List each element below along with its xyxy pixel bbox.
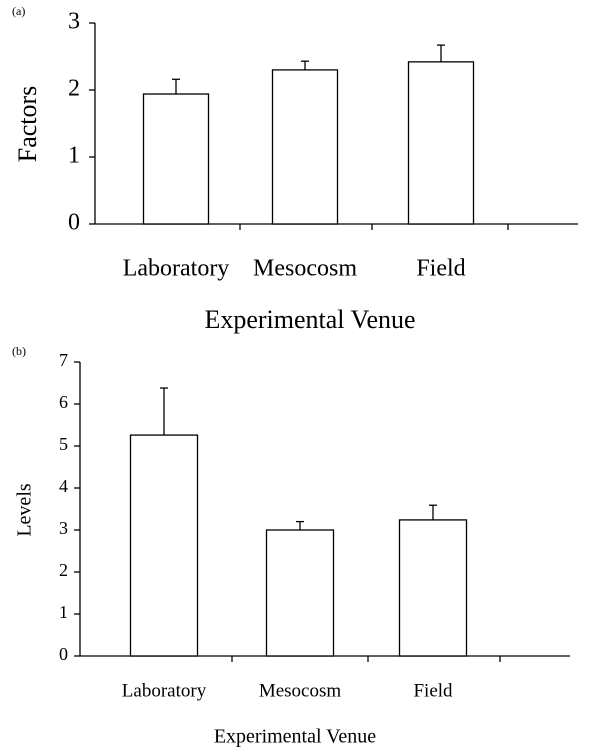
y-tick-label: 1 bbox=[68, 143, 80, 169]
y-tick-label: 7 bbox=[59, 350, 68, 370]
x-tick-label: Field bbox=[416, 256, 465, 282]
panel-label: (b) bbox=[12, 344, 26, 358]
bar bbox=[407, 61, 475, 225]
y-axis-label: Factors bbox=[13, 86, 42, 163]
panel-label: (a) bbox=[12, 4, 25, 18]
y-tick-label: 4 bbox=[59, 476, 68, 496]
x-axis-label: Experimental Venue bbox=[214, 726, 376, 748]
bar bbox=[271, 69, 339, 225]
x-tick-label: Laboratory bbox=[122, 680, 207, 701]
y-tick-label: 0 bbox=[68, 210, 80, 236]
y-tick-label: 5 bbox=[59, 434, 68, 454]
y-tick-label: 2 bbox=[59, 560, 68, 580]
y-tick-label: 0 bbox=[59, 644, 68, 664]
y-tick-label: 3 bbox=[59, 518, 68, 538]
y-axis-label: Levels bbox=[14, 483, 36, 537]
y-tick-label: 3 bbox=[68, 9, 80, 35]
x-tick-label: Laboratory bbox=[123, 256, 230, 282]
bar bbox=[129, 434, 199, 657]
y-tick-label: 1 bbox=[59, 602, 68, 622]
y-tick-label: 6 bbox=[59, 392, 68, 412]
x-axis-label: Experimental Venue bbox=[204, 305, 415, 334]
bar bbox=[142, 93, 210, 225]
x-tick-label: Mesocosm bbox=[259, 680, 342, 701]
x-tick-label: Field bbox=[413, 680, 453, 701]
x-tick-label: Mesocosm bbox=[253, 256, 357, 282]
bar bbox=[398, 519, 468, 657]
y-tick-label: 2 bbox=[68, 76, 80, 102]
bar bbox=[265, 529, 335, 657]
